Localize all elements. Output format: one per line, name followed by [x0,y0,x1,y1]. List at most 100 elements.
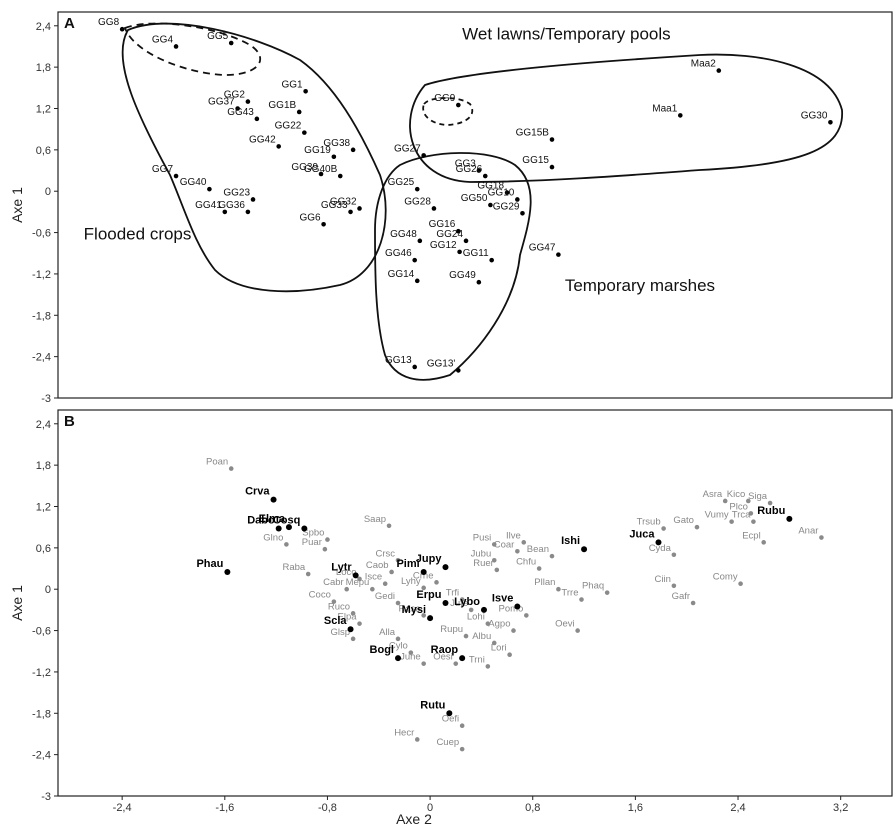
b-xtick-label: 2,4 [730,802,745,814]
outline-gg8-gg5-dashed [123,22,262,76]
group-label: Flooded crops [84,224,192,243]
a-ytick-label: -2,4 [32,352,51,364]
key-species-point [420,568,427,575]
minor-species-point [761,540,766,545]
minor-species-point [671,552,677,558]
site-point [412,257,417,263]
site-point [276,144,281,149]
panel-a-label: A [64,15,75,32]
a-ytick-label: -0,6 [32,228,51,240]
minor-species-label: Siga [748,491,768,502]
minor-species-label: Alla [379,627,396,638]
site-point [414,186,420,192]
site-point [476,168,482,173]
site-point [228,40,234,46]
site-point [456,102,461,108]
minor-species-label: Jute [450,598,468,609]
key-species-label: Jupy [416,553,443,565]
minor-species-point [459,746,465,752]
key-species-point [480,606,487,613]
minor-species-label: Lori [491,643,507,654]
b-ytick-label: -3 [41,791,51,803]
site-label: GG30 [801,110,828,121]
minor-species-label: Lyhy [401,576,421,587]
site-label: GG2 [224,90,246,101]
minor-species-point [463,633,469,639]
site-point [173,44,179,49]
site-point [173,173,179,179]
minor-species-label: Gafr [672,591,690,602]
site-point [331,154,337,160]
minor-species-point [228,466,234,471]
panel-a-ylabel: Axe 1 [9,187,25,223]
minor-species-label: Lohi [467,612,485,623]
site-label: Maa1 [652,103,677,114]
minor-species-label: Glno [263,532,283,543]
site-point [504,190,510,195]
site-point [482,173,488,179]
site-point [556,252,561,257]
key-species-point [427,615,434,622]
site-label: GG43 [227,107,254,118]
key-species-label: Phau [196,558,223,570]
minor-species-point [491,640,497,646]
site-point [414,278,420,284]
minor-species-label: Jubu [471,548,492,559]
key-species-label: Mysi [402,604,426,616]
minor-species-label: Ruco [328,601,350,612]
outline-wet-lawns [409,53,843,183]
outline-temporary-marshes [374,152,532,381]
key-species-label: Cosq [273,515,301,527]
key-species-point [275,525,282,532]
site-label: GG4 [152,34,174,45]
minor-species-label: Trsub [637,517,661,528]
site-label: GG3 [455,159,477,170]
site-label: GG32 [330,196,357,207]
key-species-label: Bogl [370,644,394,656]
key-species-point [786,515,793,522]
key-species-point [395,655,402,662]
site-label: GG28 [404,196,431,207]
site-label: GG37 [208,97,235,108]
site-label: GG40 [180,177,207,188]
a-ytick-label: 0 [45,186,51,198]
site-label: GG33 [321,200,348,211]
key-species-point [446,710,453,717]
b-ytick-label: -0,6 [32,626,51,638]
minor-species-point [421,585,426,591]
minor-species-point [459,723,465,728]
panel-a-y-ticks: 2,4 1,8 1,2 0,6 0 -0,6 -1,2 -1,8 -2,4 -3 [32,21,58,405]
key-species-point [442,600,449,606]
minor-species-label: Phaq [582,581,604,592]
site-point [476,279,482,285]
site-label: GG16 [429,219,456,230]
key-species-point [270,496,277,503]
minor-species-point [738,581,743,586]
panel-b-xlabel: Axe 2 [396,811,432,827]
key-species-label: Pimi [396,558,419,570]
site-point [488,202,493,208]
minor-species-label: Cuep [436,737,459,748]
site-point [321,222,326,227]
site-point [412,364,417,370]
minor-species-point [382,581,388,586]
minor-species-point [357,621,362,626]
minor-species-point [395,557,401,563]
group-label: Wet lawns/Temporary pools [462,25,670,44]
minor-species-point [491,542,497,547]
minor-species-point [729,519,734,524]
minor-species-label: Plco [729,501,747,512]
site-point [431,206,437,211]
site-point [207,186,212,192]
minor-species-point [325,537,330,542]
group-label: Temporary marshes [565,276,715,295]
minor-species-point [549,553,555,559]
minor-species-label: Oevi [555,619,575,630]
minor-species-point [414,737,420,742]
site-label: GG47 [529,243,556,254]
minor-species-label: Pllan [534,577,555,588]
minor-species-point [421,613,426,618]
